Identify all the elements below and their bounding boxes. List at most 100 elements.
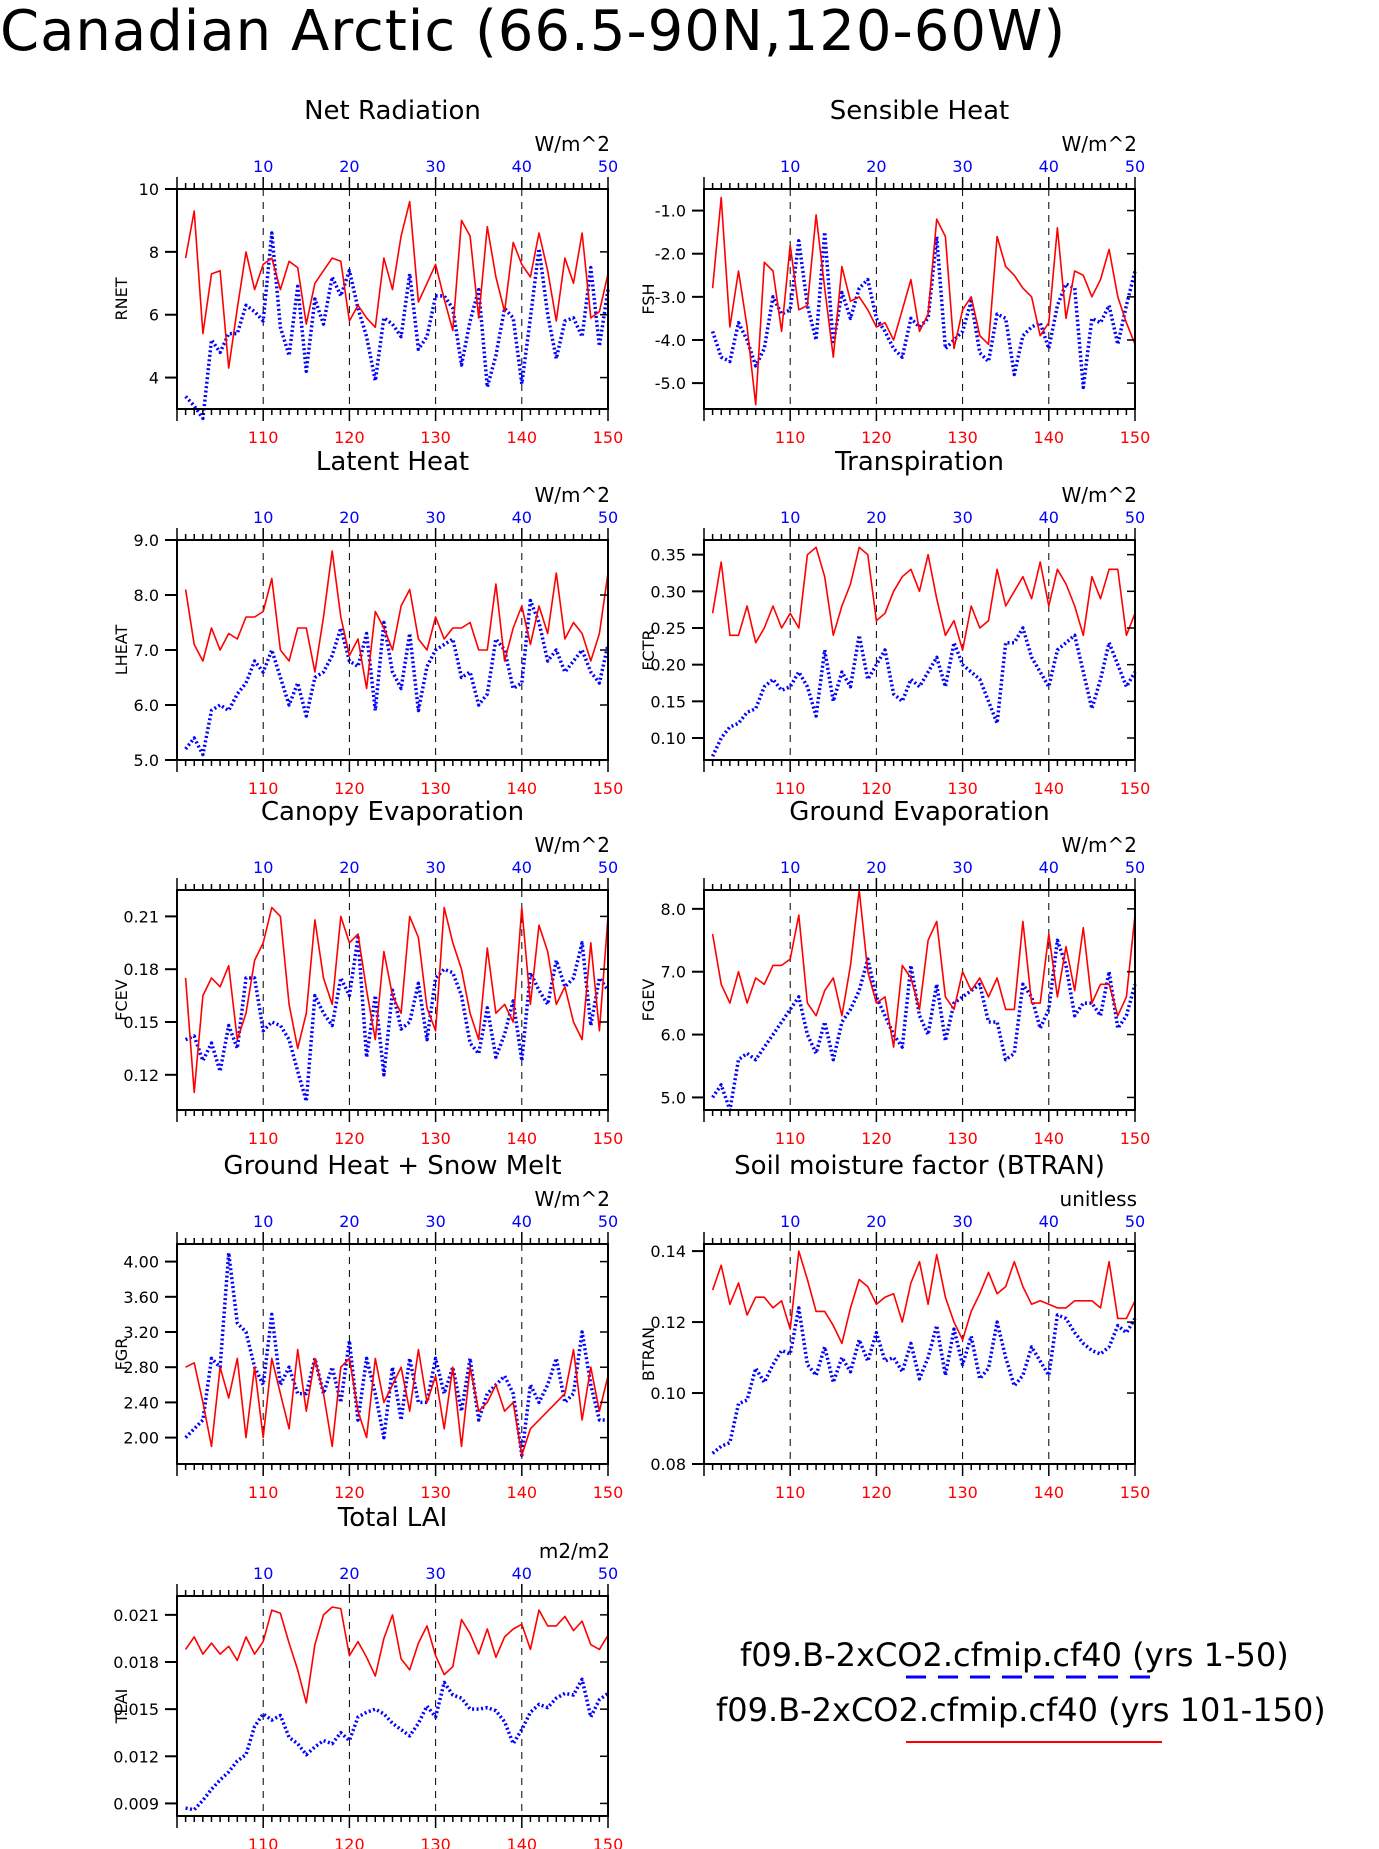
- top-tick-label: 40: [512, 1564, 532, 1583]
- bottom-tick-label: 150: [1120, 1483, 1151, 1502]
- y-tick-label: 0.12: [123, 1066, 159, 1085]
- y-tick-label: 7.0: [661, 963, 686, 982]
- series-line-yrs-101-150: [711, 889, 1136, 1048]
- y-tick-label: 4.00: [123, 1253, 159, 1272]
- chart-title: Ground Heat + Snow Melt: [223, 1151, 561, 1181]
- bottom-tick-label: 110: [248, 428, 279, 447]
- y-tick-label: 2.40: [123, 1393, 159, 1412]
- legend-line-series2: [906, 1741, 1162, 1743]
- y-tick-label: 0.21: [123, 907, 159, 926]
- plot-frame: [703, 1243, 1136, 1465]
- top-tick-label: 20: [339, 508, 359, 527]
- chart-panel-5: Canopy Evaporation W/m^2 FCEV 0.12 0.15 0.18 0…: [112, 797, 623, 1148]
- y-tick-label: 0.018: [113, 1653, 159, 1672]
- top-tick-label: 30: [425, 858, 445, 877]
- y-tick-label: 4: [149, 369, 159, 388]
- legend-label-series2: f09.B-2xCO2.cfmip.cf40 (yrs 101-150): [716, 1691, 1326, 1729]
- top-tick-label: 30: [952, 858, 972, 877]
- top-tick-label: 10: [253, 508, 273, 527]
- chart-title: Net Radiation: [304, 96, 481, 126]
- bottom-tick-label: 130: [420, 1483, 451, 1502]
- y-tick-label: 0.18: [123, 960, 159, 979]
- series-line-yrs-1-50: [184, 935, 610, 1103]
- bottom-tick-label: 140: [507, 428, 538, 447]
- units-label: W/m^2: [535, 132, 610, 156]
- top-tick-label: 30: [952, 157, 972, 176]
- bottom-tick-label: 140: [1034, 779, 1065, 798]
- series-line-yrs-1-50: [710, 230, 1137, 390]
- y-tick-label: 2.00: [123, 1429, 159, 1448]
- legend-line-series1: [906, 1675, 1162, 1679]
- bottom-tick-label: 150: [1120, 779, 1151, 798]
- bottom-tick-label: 150: [593, 428, 624, 447]
- y-axis-label: RNET: [112, 277, 131, 320]
- y-tick-label: 0.012: [113, 1747, 159, 1766]
- bottom-tick-label: 110: [775, 1483, 806, 1502]
- bottom-tick-label: 120: [334, 1129, 365, 1148]
- chart-panel-8: Soil moisture factor (BTRAN) unitless BTRA…: [639, 1151, 1150, 1502]
- chart-panel-1: Net Radiation W/m^2 RNET 4 6 8 10 10 20 30 40 50 110…: [112, 96, 623, 447]
- bottom-tick-label: 140: [507, 779, 538, 798]
- units-label: unitless: [1060, 1187, 1137, 1211]
- bottom-tick-label: 140: [507, 1129, 538, 1148]
- top-tick-label: 20: [866, 508, 886, 527]
- y-tick-label: 6.0: [661, 1026, 686, 1045]
- y-tick-label: -2.0: [655, 245, 686, 264]
- series-line-yrs-1-50: [184, 598, 610, 757]
- bottom-tick-label: 140: [507, 1835, 538, 1849]
- chart-title: Sensible Heat: [830, 96, 1009, 126]
- top-tick-label: 10: [253, 157, 273, 176]
- chart-panel-4: Transpiration W/m^2 FCTR 0.10 0.15 0.20 0.25 0.…: [639, 447, 1150, 798]
- y-tick-label: -4.0: [655, 331, 686, 350]
- chart-title: Soil moisture factor (BTRAN): [734, 1151, 1105, 1181]
- chart-title: Latent Heat: [316, 447, 469, 477]
- chart-title: Ground Evaporation: [789, 797, 1049, 827]
- top-tick-label: 30: [425, 1212, 445, 1231]
- bottom-tick-label: 140: [1034, 428, 1065, 447]
- y-tick-label: 0.25: [650, 619, 686, 638]
- y-axis-label: FCTR: [639, 629, 658, 670]
- y-tick-label: 0.15: [123, 1013, 159, 1032]
- bottom-tick-label: 120: [861, 428, 892, 447]
- y-tick-label: 0.10: [650, 1384, 686, 1403]
- top-tick-label: 50: [1125, 157, 1145, 176]
- y-tick-label: 0.10: [650, 729, 686, 748]
- top-tick-label: 10: [253, 1564, 273, 1583]
- top-tick-label: 40: [512, 508, 532, 527]
- y-tick-label: 0.15: [650, 692, 686, 711]
- top-tick-label: 10: [780, 508, 800, 527]
- bottom-tick-label: 130: [420, 1835, 451, 1849]
- bottom-tick-label: 150: [593, 1483, 624, 1502]
- top-tick-label: 50: [598, 1212, 618, 1231]
- top-tick-label: 50: [598, 157, 618, 176]
- bottom-tick-label: 130: [947, 428, 978, 447]
- y-tick-label: 5.0: [134, 751, 159, 770]
- top-tick-label: 20: [339, 1564, 359, 1583]
- bottom-tick-label: 120: [334, 428, 365, 447]
- series-line-yrs-1-50: [711, 626, 1137, 758]
- y-tick-label: 6: [149, 306, 159, 325]
- bottom-tick-label: 120: [334, 1483, 365, 1502]
- series-line-yrs-101-150: [184, 200, 609, 369]
- bottom-tick-label: 150: [593, 779, 624, 798]
- series-line-yrs-101-150: [711, 196, 1136, 406]
- y-tick-label: 2.80: [123, 1358, 159, 1377]
- page-title: Canadian Arctic (66.5-90N,120-60W): [0, 0, 1067, 64]
- series-line-yrs-1-50: [184, 1251, 608, 1457]
- y-tick-label: 10: [139, 180, 159, 199]
- plot-frame: [703, 889, 1136, 1111]
- legend-label-series1: f09.B-2xCO2.cfmip.cf40 (yrs 1-50): [740, 1636, 1289, 1674]
- top-tick-label: 20: [866, 157, 886, 176]
- units-label: W/m^2: [1062, 483, 1137, 507]
- y-tick-label: 0.14: [650, 1242, 686, 1261]
- top-tick-label: 10: [780, 1212, 800, 1231]
- y-tick-label: 0.009: [113, 1794, 159, 1813]
- bottom-tick-label: 150: [1120, 1129, 1151, 1148]
- series-line-yrs-1-50: [185, 1677, 610, 1812]
- bottom-tick-label: 150: [593, 1835, 624, 1849]
- y-axis-label: FGR: [112, 1338, 131, 1371]
- plot-frame: [703, 539, 1136, 761]
- y-tick-label: 0.015: [113, 1700, 159, 1719]
- series-line-yrs-101-150: [185, 1348, 609, 1456]
